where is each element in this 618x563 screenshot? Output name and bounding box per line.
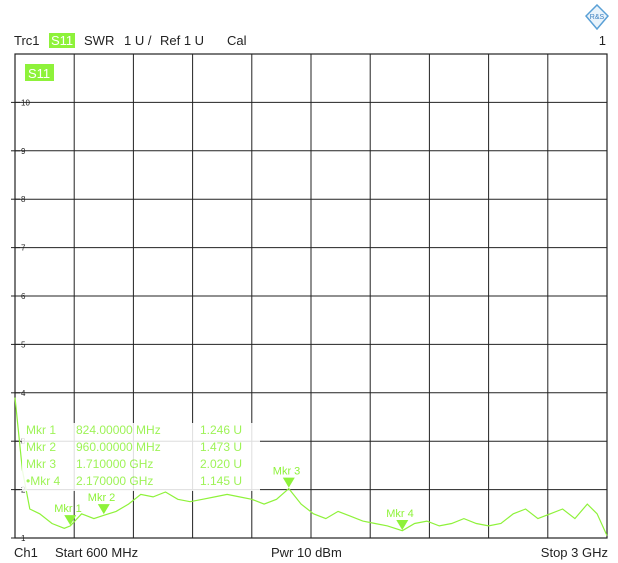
marker-triangle-icon[interactable]	[396, 519, 409, 530]
y-tick-label: 10	[21, 98, 30, 107]
marker-value: 1.145 U	[200, 474, 243, 488]
measurement-badge[interactable]: S11	[49, 33, 76, 48]
marker-label: Mkr 2	[88, 492, 116, 504]
marker-triangle-icon[interactable]	[282, 477, 295, 488]
rohde-schwarz-logo-icon: R&S	[585, 4, 609, 30]
y-tick-label: 1	[21, 534, 26, 543]
channel-number: 1	[598, 33, 606, 48]
marker-name: Mkr 1	[26, 423, 56, 437]
marker-triangle-icon[interactable]	[97, 504, 110, 515]
channel-label[interactable]: Ch1	[14, 545, 38, 560]
marker-name: Mkr 2	[26, 440, 56, 454]
marker-row[interactable]: •Mkr 4 2.170000 GHz 1.145 U	[22, 474, 260, 488]
s11-trace-line	[14, 397, 608, 536]
stop-frequency[interactable]: Stop 3 GHz	[540, 545, 608, 560]
trace-header: Trc1 S11 SWR 1 U / Ref 1 U Cal 1	[0, 0, 618, 52]
power-level[interactable]: Pwr 10 dBm	[271, 545, 342, 560]
marker-table: Mkr 1 824.00000 MHz 1.246 U Mkr 2 960.00…	[22, 423, 260, 491]
marker-row[interactable]: Mkr 1 824.00000 MHz 1.246 U	[22, 423, 260, 437]
marker-label: Mkr 1	[54, 503, 82, 515]
y-tick-label: 7	[21, 244, 26, 253]
trace-name[interactable]: Trc1	[14, 33, 40, 48]
marker-label: Mkr 4	[386, 508, 414, 520]
marker-row[interactable]: Mkr 2 960.00000 MHz 1.473 U	[22, 440, 260, 454]
trace-label: S11	[28, 66, 50, 81]
trace-label-box: S11	[25, 64, 54, 81]
ref-label[interactable]: Ref 1 U	[160, 33, 205, 48]
marker-triangle-icon[interactable]	[64, 515, 77, 526]
marker-value: 2.020 U	[200, 457, 243, 471]
marker-row[interactable]: Mkr 3 1.710000 GHz 2.020 U	[22, 457, 260, 471]
start-frequency[interactable]: Start 600 MHz	[55, 545, 139, 560]
logo-text: R&S	[590, 14, 605, 21]
y-tick-label: 4	[21, 389, 26, 398]
marker-frequency: 1.710000 GHz	[76, 457, 154, 471]
marker-value: 1.473 U	[200, 440, 243, 454]
y-tick-label: 6	[21, 292, 26, 301]
format-label[interactable]: SWR	[84, 33, 115, 48]
marker-value: 1.246 U	[200, 423, 243, 437]
cal-label[interactable]: Cal	[227, 33, 247, 48]
marker-name: •Mkr 4	[26, 474, 61, 488]
marker-layer: Mkr 1 Mkr 2 Mkr 3 Mkr 4	[54, 466, 414, 530]
y-tick-label: 9	[21, 147, 26, 156]
marker-frequency: 960.00000 MHz	[76, 440, 161, 454]
marker-name: Mkr 3	[26, 457, 56, 471]
scale-label[interactable]: 1 U /	[124, 33, 152, 48]
y-tick-label: 5	[21, 340, 26, 349]
marker-frequency: 824.00000 MHz	[76, 423, 161, 437]
marker-frequency: 2.170000 GHz	[76, 474, 154, 488]
marker-label: Mkr 3	[273, 466, 301, 478]
y-tick-label: 8	[21, 195, 26, 204]
channel-footer: Ch1 Start 600 MHz Pwr 10 dBm Stop 3 GHz	[0, 543, 618, 563]
